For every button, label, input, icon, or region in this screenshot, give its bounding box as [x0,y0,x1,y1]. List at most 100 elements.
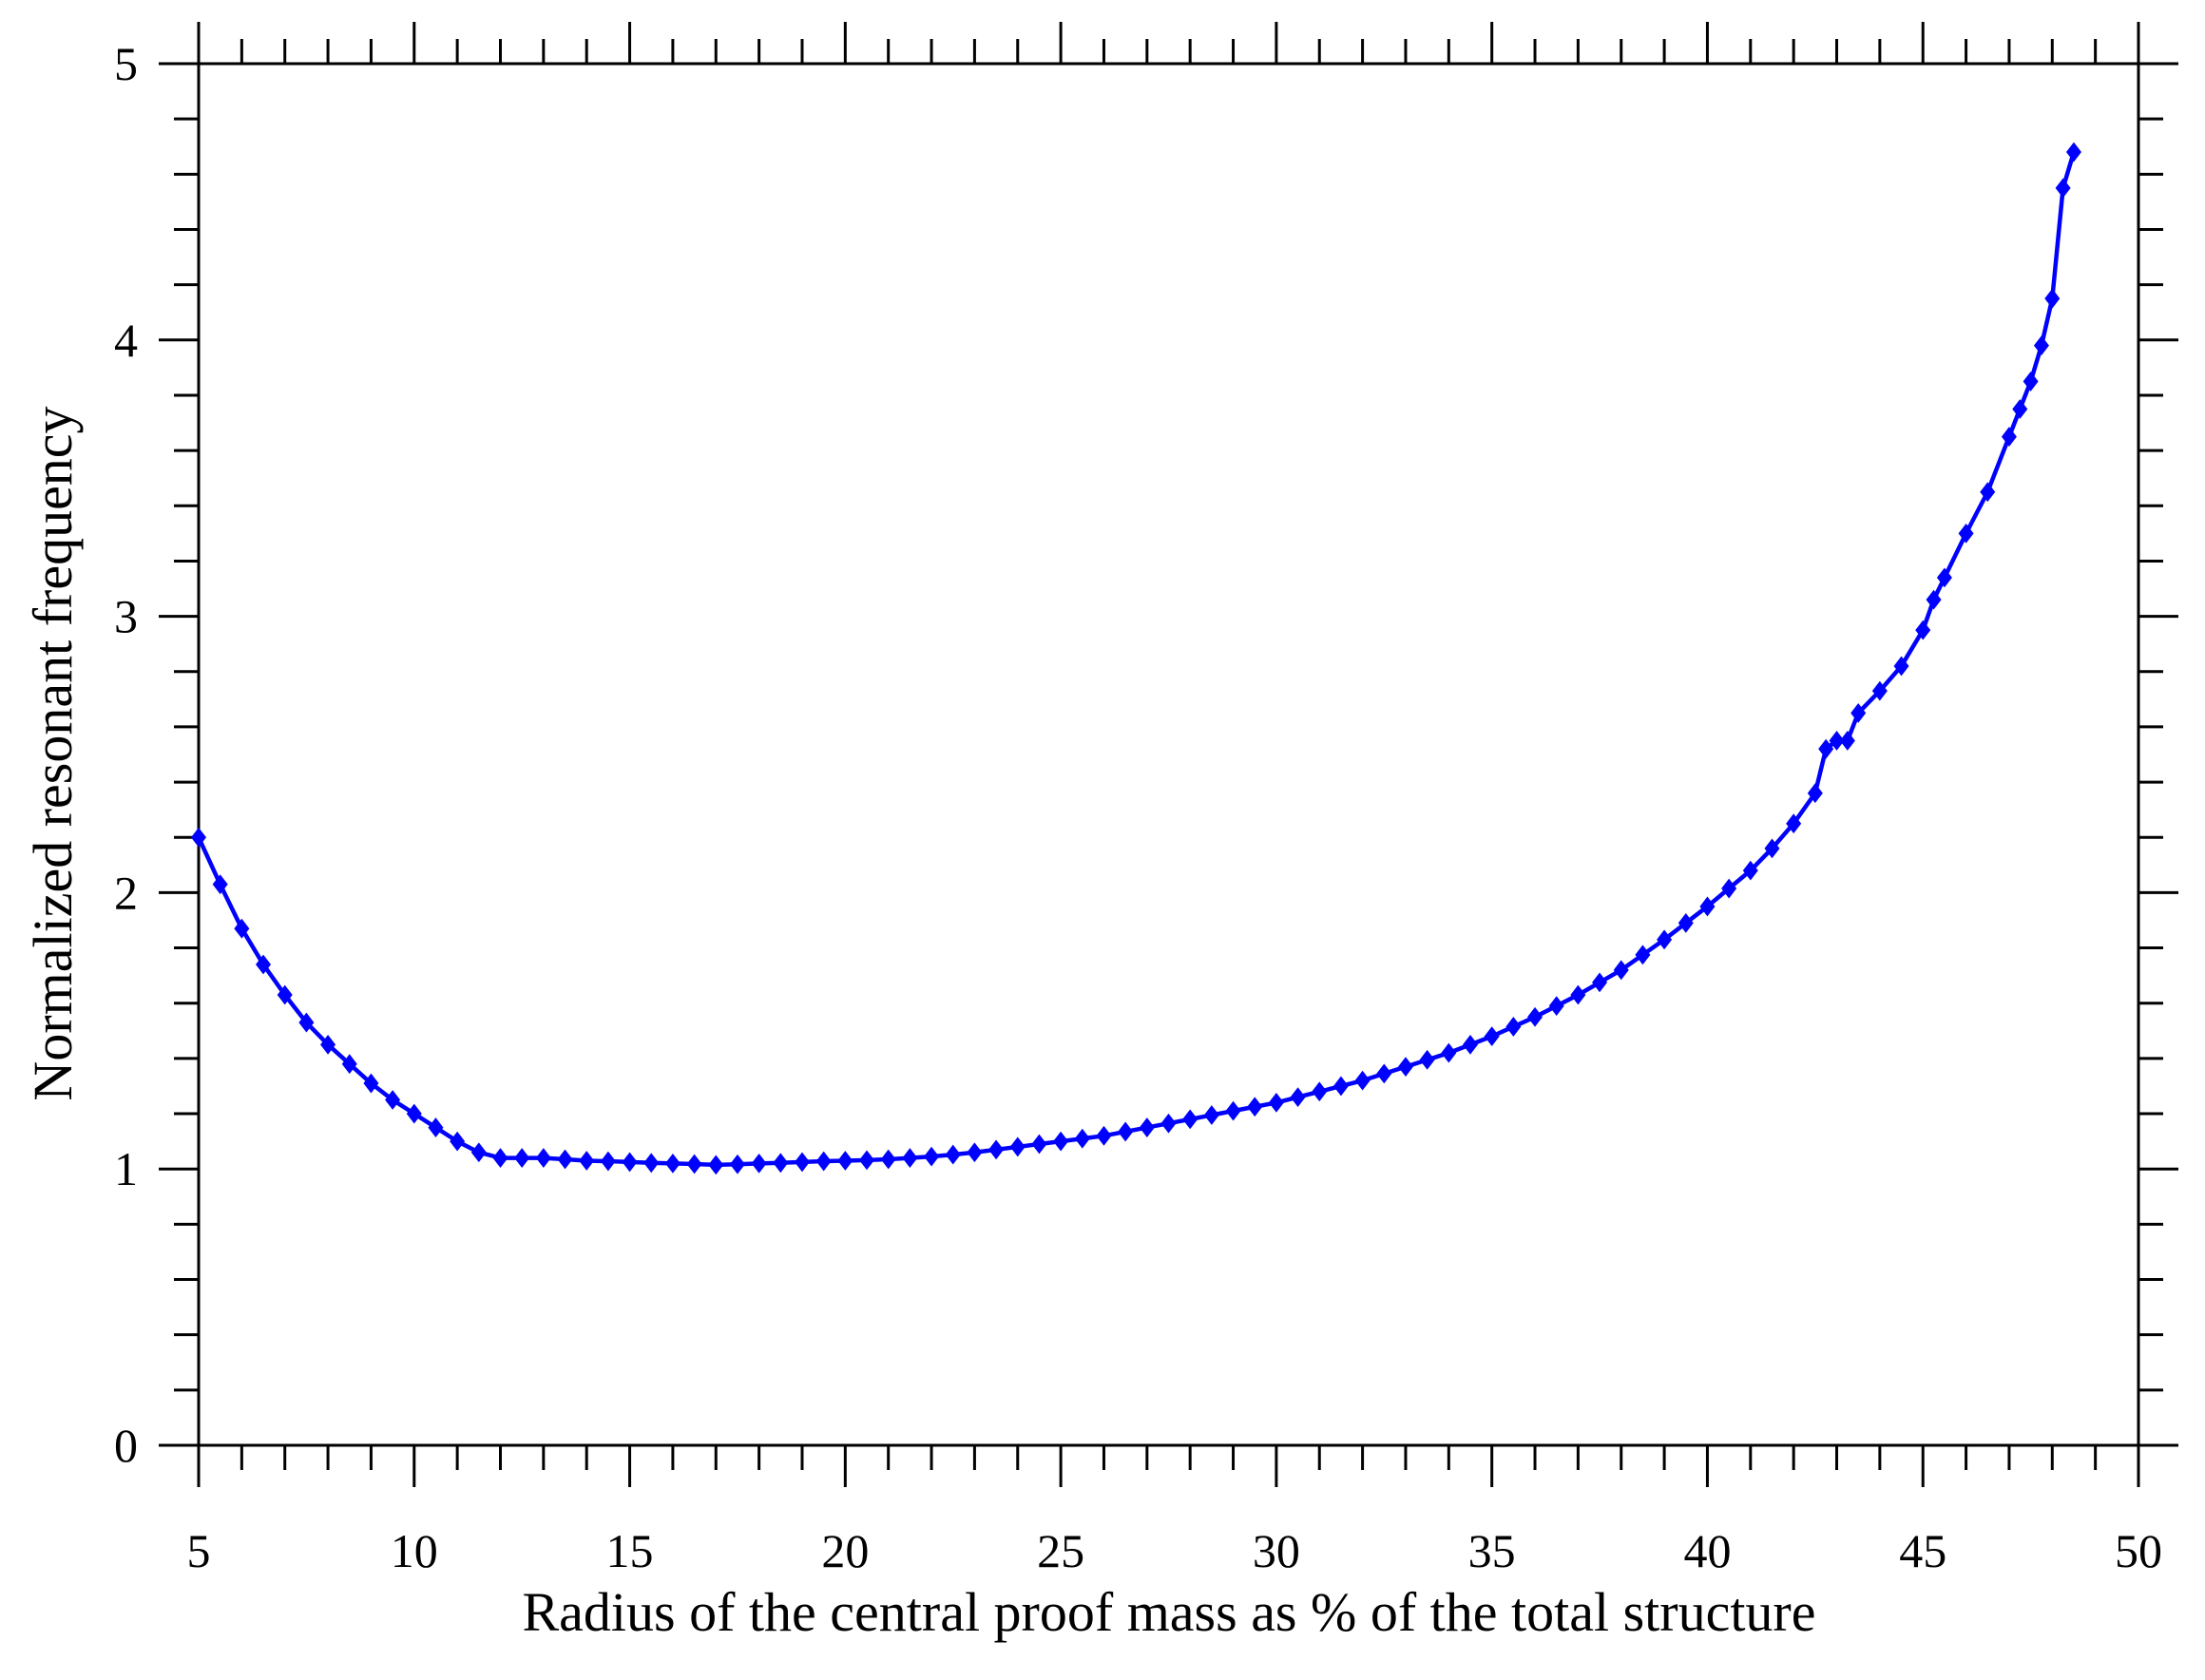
data-marker [2001,427,2017,447]
data-marker [1074,1128,1090,1149]
data-marker [1818,738,1834,759]
data-marker [1505,1017,1522,1037]
y-tick-label: 0 [114,1419,138,1472]
data-marker [1657,929,1673,950]
data-marker [1570,984,1586,1005]
x-tick-label: 30 [1253,1524,1300,1577]
data-marker [1182,1109,1198,1130]
y-tick-label: 4 [114,314,138,367]
x-axis-label: Radius of the central proof mass as % of… [523,1581,1816,1643]
data-marker [1699,896,1716,917]
data-marker [1225,1100,1241,1121]
x-tick-label: 25 [1037,1524,1084,1577]
data-marker [967,1142,983,1163]
data-marker [988,1139,1005,1160]
data-marker [1980,482,1996,503]
data-marker [600,1151,616,1172]
plot-frame [197,62,2140,1447]
data-marker [2012,399,2028,419]
data-marker [385,1090,401,1110]
data-marker [1721,878,1737,899]
data-marker [1118,1121,1134,1142]
data-marker [1742,860,1758,881]
data-marker [579,1151,595,1171]
data-marker [945,1144,961,1165]
data-marker [1527,1006,1544,1027]
data-marker [2023,372,2039,391]
y-tick-label: 2 [114,866,138,919]
data-marker [341,1054,357,1075]
data-marker [1203,1105,1219,1125]
data-marker [256,954,272,975]
data-marker [859,1150,875,1171]
data-marker [1096,1125,1112,1146]
x-tick-label: 20 [821,1524,869,1577]
data-marker [1268,1093,1284,1113]
data-marker [1850,702,1867,723]
data-marker [363,1073,379,1094]
x-tick-label: 10 [391,1524,438,1577]
data-marker [1247,1097,1263,1117]
data-marker [1915,620,1931,640]
data-marker [1958,523,1974,544]
data-marker [708,1155,724,1175]
data-line [196,151,2077,1168]
data-marker [212,874,228,895]
y-tick-label: 3 [114,590,138,643]
x-tick-label: 5 [187,1524,211,1577]
data-marker [535,1148,551,1168]
data-marker [298,1012,315,1033]
data-marker [1936,567,1952,588]
data-marker [1441,1042,1457,1063]
data-marker [277,984,293,1005]
data-marker [2065,142,2081,162]
data-marker [1829,731,1845,751]
data-marker [1354,1070,1371,1091]
data-marker [2044,288,2061,309]
data-marker [902,1148,918,1168]
data-marker [1484,1026,1500,1047]
data-marker [794,1152,810,1173]
data-marker [191,827,206,848]
y-tick-label: 1 [114,1142,138,1195]
x-tick-label: 40 [1683,1524,1731,1577]
data-marker [751,1153,767,1174]
x-tick-label: 15 [606,1524,654,1577]
x-tick-label: 50 [2115,1524,2162,1577]
data-marker [1053,1131,1069,1152]
data-marker [1139,1117,1155,1137]
data-marker [837,1151,853,1171]
data-marker [729,1154,745,1174]
y-tick-label: 5 [114,37,138,90]
data-marker [1786,813,1802,834]
data-marker [1376,1063,1392,1084]
x-tick-label: 35 [1468,1524,1516,1577]
data-marker [514,1148,530,1168]
data-marker [1009,1136,1026,1157]
data-marker [1839,731,1855,751]
x-tick-label: 45 [1899,1524,1946,1577]
data-marker [622,1152,638,1173]
data-marker [1160,1113,1177,1134]
data-marker [1290,1087,1306,1107]
data-marker [1613,960,1629,981]
data-marker [686,1154,702,1174]
data-marker [1635,945,1651,965]
data-marker [1548,996,1564,1017]
data-marker [2055,178,2071,199]
data-marker [1926,589,1942,610]
y-axis-label: Normalized resonant frequency [22,406,84,1100]
data-marker [1312,1081,1328,1102]
data-marker [1807,783,1823,804]
data-marker [773,1153,789,1174]
data-marker [1462,1034,1478,1055]
data-marker [2033,335,2049,356]
data-marker [880,1149,896,1170]
data-marker [1419,1049,1435,1070]
data-marker [1871,680,1888,701]
data-marker [450,1131,466,1152]
data-marker [492,1148,508,1168]
data-marker [557,1149,573,1170]
data-marker [406,1103,422,1124]
